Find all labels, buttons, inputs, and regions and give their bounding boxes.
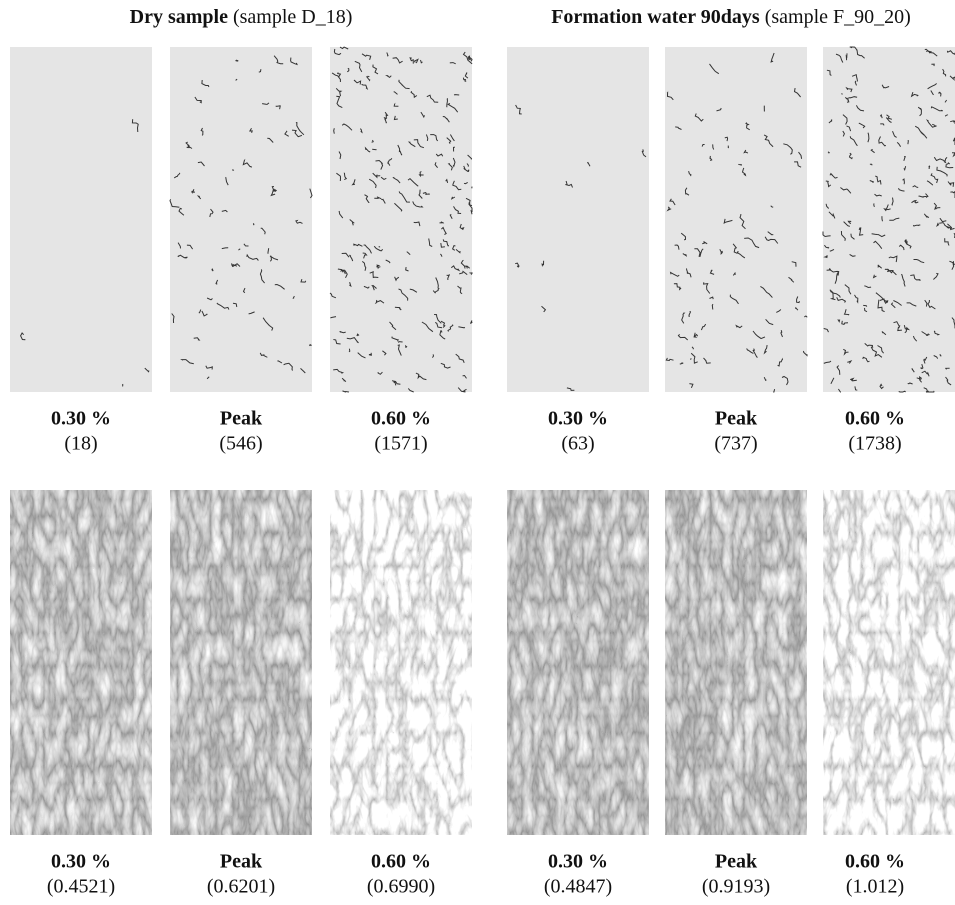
panel-value: (1738) (848, 433, 901, 455)
group-heading: Formation water 90days (sample F_90_20) (551, 6, 911, 28)
group-heading: Dry sample (sample D_18) (130, 6, 353, 28)
panel-value: (0.6201) (207, 876, 275, 898)
panel-label: 0.60 % (845, 851, 905, 873)
group-title: Formation water 90days (551, 6, 760, 28)
group-subtitle: (sample D_18) (228, 6, 352, 28)
crack (728, 146, 729, 148)
panel-value: (1.012) (846, 876, 904, 898)
group-title: Dry sample (130, 6, 228, 28)
crack (406, 346, 407, 348)
image-texture (170, 47, 312, 392)
image-texture (330, 490, 472, 835)
image-texture (665, 47, 807, 392)
crack (334, 128, 335, 134)
image-texture (665, 490, 807, 835)
panel-value: (0.4847) (544, 876, 612, 898)
panel-label: 0.30 % (548, 408, 608, 430)
crack (882, 216, 883, 221)
image-texture (507, 47, 649, 392)
figure: Dry sample (sample D_18) 0.30 % (18) 0.30 %… (0, 0, 955, 905)
panel-value: (0.9193) (702, 876, 770, 898)
group-subtitle: (sample F_90_20) (760, 6, 911, 28)
panel-value: (18) (64, 433, 97, 455)
image-texture (330, 47, 472, 392)
panel-label: 0.30 % (548, 851, 608, 873)
image-texture (823, 490, 955, 835)
panel-value: (0.4521) (47, 876, 115, 898)
panel-value: (0.6990) (367, 876, 435, 898)
panel-value: (63) (561, 433, 594, 455)
panel-label: Peak (220, 851, 263, 873)
panel-value: (737) (714, 433, 757, 455)
panel-label: 0.30 % (51, 851, 111, 873)
panel-label: 0.60 % (371, 851, 431, 873)
image-texture (10, 47, 152, 392)
crack (253, 223, 254, 225)
image-texture (10, 490, 152, 835)
panel-value: (1571) (374, 433, 427, 455)
image-texture (507, 490, 649, 835)
panel-label: Peak (715, 408, 758, 430)
panel-label: 0.60 % (371, 408, 431, 430)
panel-label: Peak (715, 851, 758, 873)
panel-label: 0.60 % (845, 408, 905, 430)
panel-label: 0.30 % (51, 408, 111, 430)
crack (908, 140, 909, 144)
panel-value: (546) (219, 433, 262, 455)
crack (874, 204, 875, 207)
panel-label: Peak (220, 408, 263, 430)
image-texture (170, 490, 312, 835)
crack (372, 149, 376, 150)
crack (712, 304, 713, 309)
crack (691, 358, 692, 359)
image-texture (823, 47, 955, 392)
